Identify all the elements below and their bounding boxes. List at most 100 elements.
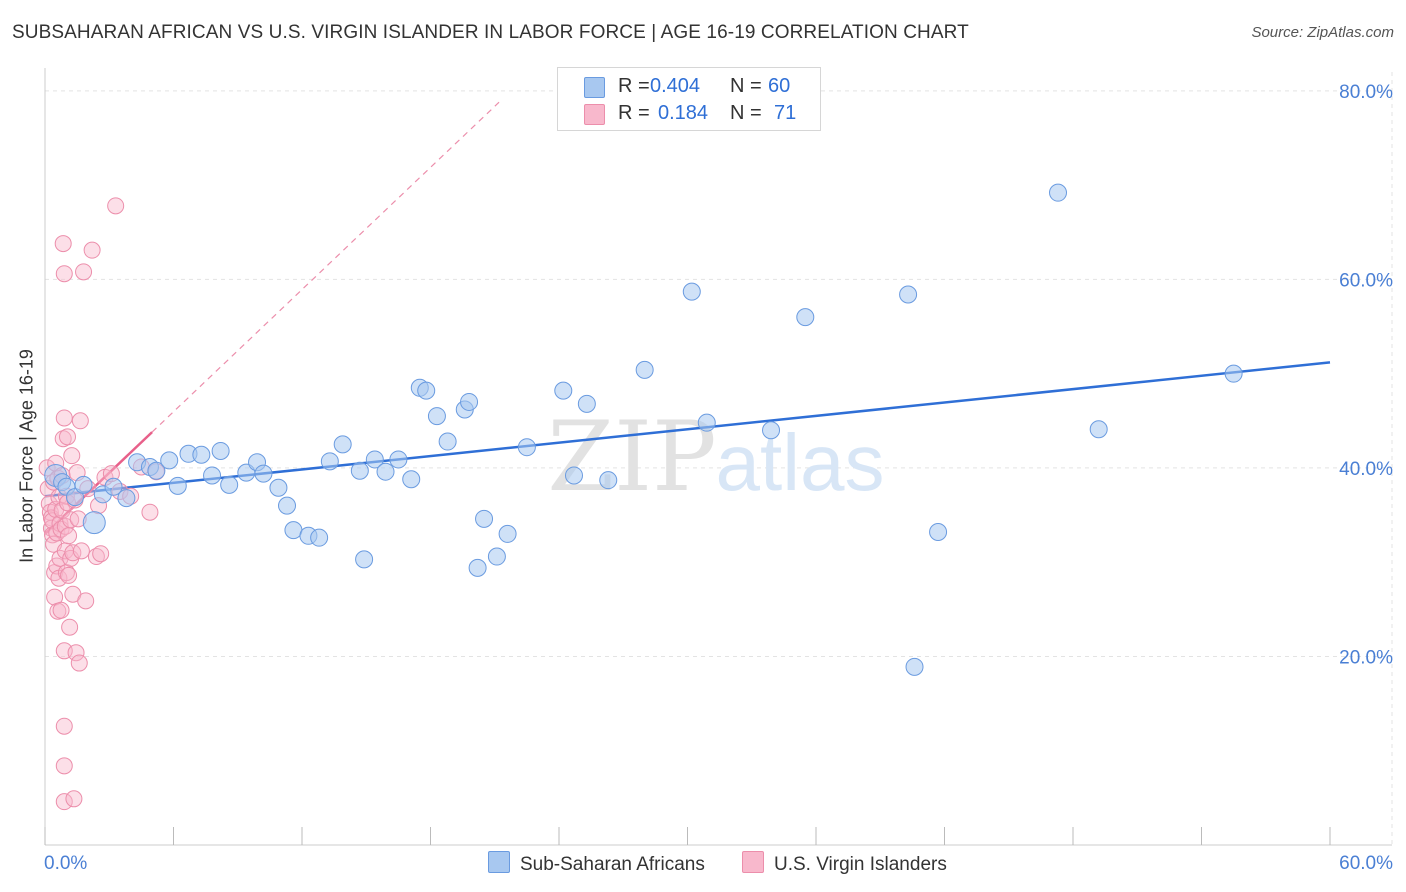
legend-n-label: N = <box>730 102 762 124</box>
legend-n-value: 71 <box>774 102 797 124</box>
bottom-legend-swatch-blue <box>488 851 510 873</box>
data-point-sub-saharan <box>104 477 123 496</box>
data-point-sub-saharan <box>254 464 273 483</box>
data-point-sub-saharan <box>82 511 106 535</box>
data-point-virgin-islanders <box>141 503 159 521</box>
points-sub-saharan-africans <box>44 183 1243 676</box>
bottom-legend-label: U.S. Virgin Islanders <box>774 854 947 875</box>
legend-row-sub-saharan: R = 0.404 N = 60 <box>558 74 820 100</box>
data-point-sub-saharan <box>389 450 408 469</box>
legend-n-label: N = <box>730 75 762 97</box>
data-point-sub-saharan <box>320 452 339 471</box>
data-point-sub-saharan <box>284 521 303 540</box>
legend-n-value: 60 <box>768 75 791 97</box>
axes <box>44 68 1392 846</box>
stats-legend: R = 0.404 N = 60 R = 0.184 N = 71 <box>557 67 821 131</box>
data-point-sub-saharan <box>517 438 536 457</box>
data-point-sub-saharan <box>402 470 421 489</box>
data-point-sub-saharan <box>1224 364 1243 383</box>
data-point-sub-saharan <box>1049 183 1068 202</box>
legend-r-label: R = <box>618 75 650 97</box>
data-point-virgin-islanders <box>52 601 70 619</box>
data-point-sub-saharan <box>762 421 781 440</box>
trend-line-extension-virgin-islanders <box>151 101 500 433</box>
data-point-sub-saharan <box>278 496 297 515</box>
data-point-sub-saharan <box>333 435 352 454</box>
data-point-virgin-islanders <box>55 409 73 427</box>
data-point-virgin-islanders <box>107 197 125 215</box>
data-point-sub-saharan <box>460 392 479 411</box>
bottom-legend-label: Sub-Saharan Africans <box>520 854 705 875</box>
data-point-sub-saharan <box>350 461 369 480</box>
data-point-virgin-islanders <box>71 412 89 430</box>
data-point-sub-saharan <box>796 308 815 327</box>
data-point-sub-saharan <box>355 550 374 569</box>
data-point-sub-saharan <box>487 547 506 566</box>
data-point-virgin-islanders <box>92 545 110 563</box>
data-point-sub-saharan <box>160 451 179 470</box>
data-point-virgin-islanders <box>60 527 78 545</box>
data-point-virgin-islanders <box>63 447 81 465</box>
data-point-sub-saharan <box>554 381 573 400</box>
data-point-virgin-islanders <box>60 566 78 584</box>
data-point-sub-saharan <box>929 523 948 542</box>
data-point-sub-saharan <box>65 488 84 507</box>
data-point-sub-saharan <box>376 462 395 481</box>
data-point-sub-saharan <box>697 413 716 432</box>
data-point-sub-saharan <box>498 524 517 543</box>
source-label: Source: ZipAtlas.com <box>1251 24 1394 41</box>
data-point-virgin-islanders <box>65 790 83 808</box>
y-tick-label: 60.0% <box>1339 270 1393 291</box>
data-point-virgin-islanders <box>58 428 76 446</box>
data-point-virgin-islanders <box>54 430 72 448</box>
legend-r-value: 0.404 <box>650 75 701 97</box>
data-point-sub-saharan <box>74 475 93 494</box>
data-point-sub-saharan <box>365 450 384 469</box>
data-point-sub-saharan <box>192 445 211 464</box>
y-axis-label: In Labor Force | Age 16-19 <box>16 349 37 563</box>
data-point-sub-saharan <box>269 478 288 497</box>
data-point-virgin-islanders <box>55 793 73 811</box>
data-point-sub-saharan <box>577 394 596 413</box>
watermark: ZIP atlas <box>547 401 884 513</box>
data-point-virgin-islanders <box>55 757 73 775</box>
y-tick-label: 80.0% <box>1339 82 1393 103</box>
bottom-legend-swatch-pink <box>742 851 764 873</box>
data-point-sub-saharan <box>905 657 924 676</box>
data-point-sub-saharan <box>1089 420 1108 439</box>
tick-labels: 20.0% 40.0% 60.0% 80.0% 0.0% 60.0% <box>44 82 1393 874</box>
data-point-sub-saharan <box>417 381 436 400</box>
bottom-legend-sub-saharan: Sub-Saharan Africans <box>488 851 705 877</box>
data-point-virgin-islanders <box>70 654 88 672</box>
data-point-sub-saharan <box>475 509 494 528</box>
legend-r-label: R = <box>618 102 650 124</box>
points-us-virgin-islanders <box>38 197 165 811</box>
data-point-sub-saharan <box>147 461 166 480</box>
data-point-virgin-islanders <box>57 564 75 582</box>
data-point-sub-saharan <box>635 360 654 379</box>
legend-r-value: 0.184 <box>658 102 709 124</box>
y-tick-label: 40.0% <box>1339 459 1393 480</box>
data-point-sub-saharan <box>899 285 918 304</box>
y-tick-label: 20.0% <box>1339 647 1393 668</box>
data-point-sub-saharan <box>564 466 583 485</box>
data-point-virgin-islanders <box>54 235 72 253</box>
data-point-sub-saharan <box>468 558 487 577</box>
bottom-legend-virgin-islanders: U.S. Virgin Islanders <box>742 851 947 877</box>
data-point-virgin-islanders <box>61 618 79 636</box>
data-point-virgin-islanders <box>72 542 90 560</box>
data-point-virgin-islanders <box>67 644 85 662</box>
data-point-virgin-islanders <box>55 265 73 283</box>
data-point-sub-saharan <box>438 432 457 451</box>
data-point-sub-saharan <box>310 528 329 547</box>
watermark-zip: ZIP <box>547 401 716 513</box>
chart-title: SUBSAHARAN AFRICAN VS U.S. VIRGIN ISLAND… <box>12 22 969 43</box>
data-point-virgin-islanders <box>75 263 93 281</box>
legend-row-virgin-islander: R = 0.184 N = 71 <box>558 101 820 127</box>
data-point-sub-saharan <box>220 475 239 494</box>
data-point-virgin-islanders <box>83 241 101 259</box>
data-point-sub-saharan <box>599 471 618 490</box>
data-point-sub-saharan <box>682 282 701 301</box>
data-point-virgin-islanders <box>55 717 73 735</box>
